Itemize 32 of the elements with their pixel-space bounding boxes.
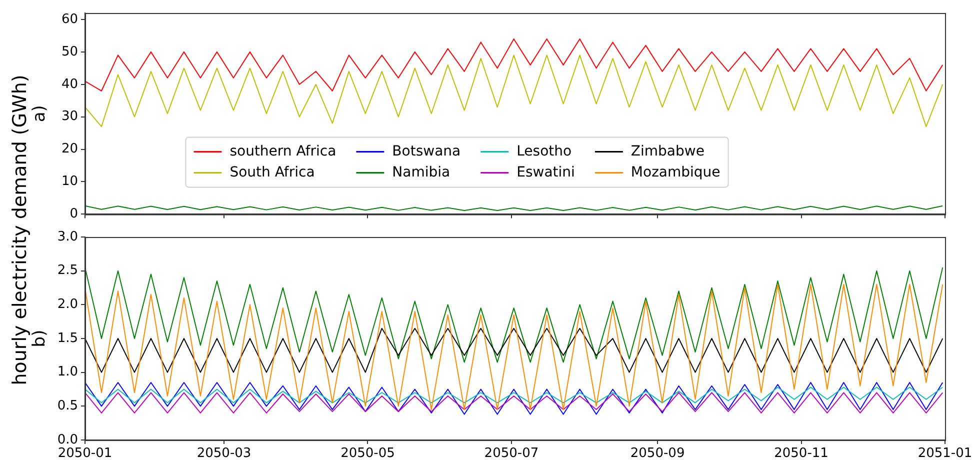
y-tick-label: 20 [61, 142, 78, 157]
y-tick-label: 30 [61, 109, 78, 124]
x-tick-label: 2050-09 [630, 446, 685, 460]
legend-label: Namibia [392, 164, 450, 180]
y-tick-label: 1.5 [57, 330, 78, 346]
y-tick-label: 1.0 [57, 364, 78, 380]
y-axis-title: b) [30, 330, 50, 348]
y-tick-label: 40 [61, 76, 78, 92]
legend-label: South Africa [230, 164, 315, 180]
x-tick-label: 2050-03 [196, 446, 252, 460]
y-tick-label: 3.0 [57, 229, 78, 244]
x-tick-label: 2050-05 [340, 446, 395, 460]
x-tick-label: 2051-01 [918, 446, 972, 460]
text: hourly electricity demand (GWh) [9, 74, 31, 386]
y-tick-label: 50 [61, 44, 78, 60]
x-tick-label: 2050-11 [774, 446, 828, 460]
y-tick-label: 2.5 [57, 263, 78, 278]
legend-label: Zimbabwe [630, 143, 704, 160]
y-tick-label: 60 [61, 12, 78, 27]
y-tick-label: 10 [61, 174, 78, 190]
legend-label: Botswana [392, 143, 461, 160]
x-tick-label: 2050-07 [484, 446, 539, 460]
legend-label: southern Africa [230, 143, 336, 160]
y-tick-label: 0 [70, 206, 78, 222]
legend-label: Mozambique [630, 164, 720, 180]
legend-label: Eswatini [516, 164, 575, 180]
x-tick-label: 2050-01 [58, 446, 112, 460]
y-tick-label: 2.0 [57, 297, 78, 312]
y-tick-label: 0.5 [57, 398, 78, 414]
y-tick-label: 0.0 [57, 432, 78, 448]
y-axis-title: a) [30, 105, 50, 122]
legend-label: Lesotho [516, 143, 572, 160]
